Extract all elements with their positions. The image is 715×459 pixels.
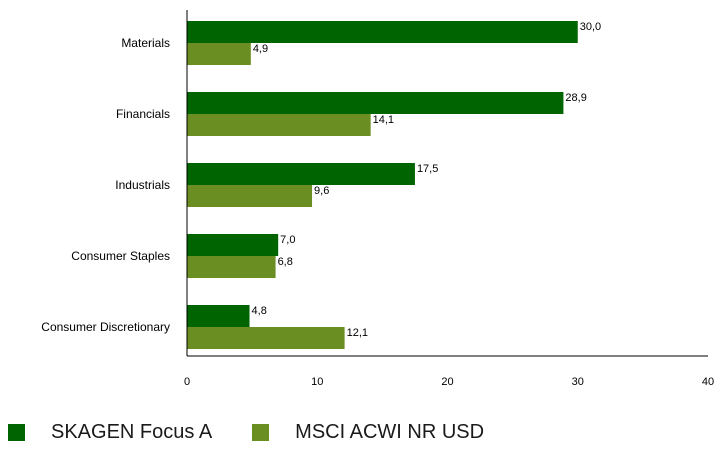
bar-msci-acwi-nr-usd-materials (187, 43, 251, 65)
x-tick-label-10: 10 (311, 376, 323, 388)
category-label-consumer-staples: Consumer Staples (71, 249, 170, 263)
bar-msci-acwi-nr-usd-financials (187, 114, 371, 136)
legend-item-msci-acwi-nr-usd: MSCI ACWI NR USD (252, 421, 484, 444)
data-label-skagen-focus-a-consumer-staples: 7,0 (280, 234, 295, 246)
legend-label-msci-acwi-nr-usd: MSCI ACWI NR USD (295, 420, 485, 443)
data-label-msci-acwi-nr-usd-consumer-discretionary: 12,1 (347, 327, 368, 339)
data-label-msci-acwi-nr-usd-industrials: 9,6 (314, 185, 329, 197)
data-label-skagen-focus-a-financials: 28,9 (565, 92, 586, 104)
x-tick-label-0: 0 (184, 376, 190, 388)
x-tick-label-40: 40 (702, 376, 714, 388)
legend-swatch-msci-acwi-nr-usd (252, 423, 270, 441)
bar-skagen-focus-a-industrials (187, 163, 415, 185)
x-tick-labels: 0 10 20 30 40 (184, 376, 714, 388)
bars-group: 30,0 4,9 28,9 14,1 17,5 9,6 7,0 6,8 4,8 12,1 (187, 21, 601, 349)
data-label-skagen-focus-a-consumer-discretionary: 4,8 (252, 305, 267, 317)
x-tick-label-20: 20 (441, 376, 453, 388)
x-tick-label-30: 30 (572, 376, 584, 388)
bar-skagen-focus-a-consumer-staples (187, 234, 279, 256)
bar-skagen-focus-a-financials (187, 92, 564, 114)
category-labels: Materials Financials Industrials Consumer S… (41, 36, 170, 334)
category-label-industrials: Industrials (115, 178, 170, 192)
data-label-msci-acwi-nr-usd-financials: 14,1 (373, 114, 394, 126)
data-label-skagen-focus-a-industrials: 17,5 (417, 163, 438, 175)
bar-msci-acwi-nr-usd-industrials (187, 185, 313, 207)
legend-item-skagen-focus-a: SKAGEN Focus A (8, 421, 212, 444)
category-label-materials: Materials (121, 36, 170, 50)
data-label-msci-acwi-nr-usd-materials: 4,9 (253, 43, 268, 55)
category-label-financials: Financials (116, 107, 170, 121)
data-label-skagen-focus-a-materials: 30,0 (580, 21, 601, 33)
bar-msci-acwi-nr-usd-consumer-discretionary (187, 327, 345, 349)
bar-skagen-focus-a-consumer-discretionary (187, 305, 250, 327)
legend-label-skagen-focus-a: SKAGEN Focus A (51, 420, 213, 443)
legend: SKAGEN Focus A MSCI ACWI NR USD (8, 414, 524, 450)
legend-swatch-skagen-focus-a (8, 423, 25, 441)
bar-skagen-focus-a-materials (187, 21, 578, 43)
category-label-consumer-discretionary: Consumer Discretionary (41, 320, 170, 334)
data-label-msci-acwi-nr-usd-consumer-staples: 6,8 (278, 256, 293, 268)
bar-msci-acwi-nr-usd-consumer-staples (187, 256, 276, 278)
